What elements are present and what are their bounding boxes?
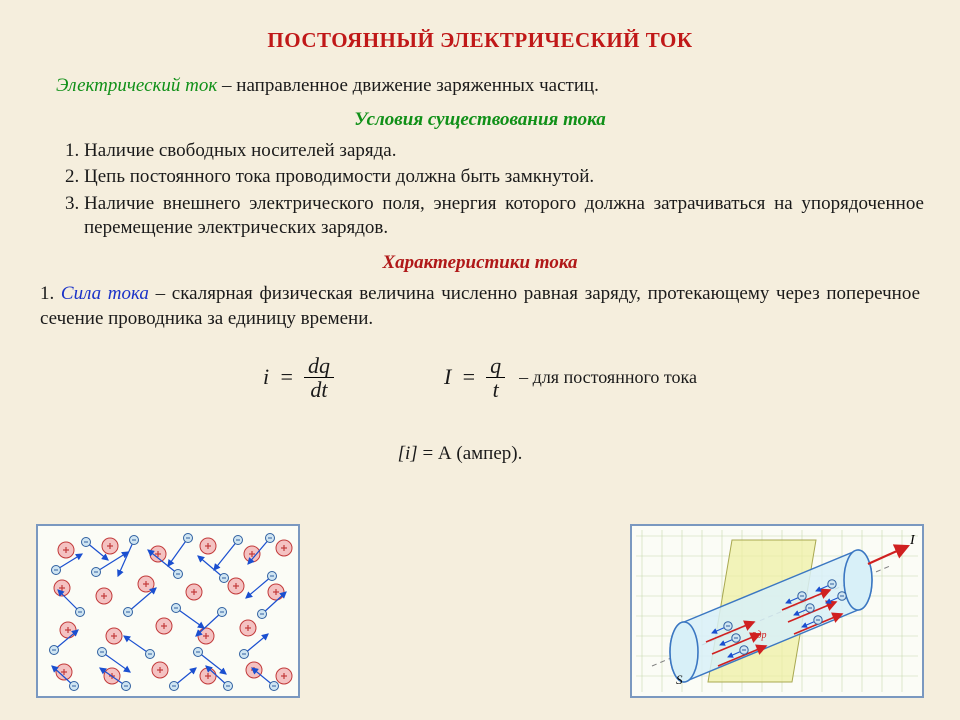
conditions-heading: Условия существования тока — [36, 109, 924, 131]
formula-2-wrap: I = q t – для постоянного тока — [444, 354, 697, 401]
char1-rest: – скалярная физическая величина численно… — [40, 283, 920, 329]
conditions-list: Наличие свободных носителей заряда. Цепь… — [56, 139, 924, 240]
f1-frac: dq dt — [304, 354, 334, 401]
f1-eq: = — [279, 364, 294, 390]
f2-lhs: I — [444, 364, 451, 390]
characteristic-1: 1. Сила тока – скалярная физическая вели… — [40, 282, 920, 331]
condition-item: Наличие внешнего электрического поля, эн… — [84, 192, 924, 241]
formula-1: i = dq dt — [263, 354, 334, 401]
formula-2: I = q t — [444, 354, 505, 401]
page-title: ПОСТОЯННЫЙ ЭЛЕКТРИЧЕСКИЙ ТОК — [36, 28, 924, 53]
f2-note: – для постоянного тока — [519, 367, 697, 388]
svg-text:v̄др: v̄др — [752, 630, 767, 641]
condition-item: Наличие свободных носителей заряда. — [84, 139, 924, 163]
definition-rest: – направленное движение заряженных части… — [217, 75, 599, 96]
definition-line: Электрический ток – направленное движени… — [56, 75, 924, 97]
f1-bot: dt — [306, 378, 331, 401]
f1-top: dq — [304, 354, 334, 378]
char1-term: Сила тока — [61, 283, 149, 304]
f2-top: q — [486, 354, 505, 378]
f2-eq: = — [461, 364, 476, 390]
svg-text:S: S — [676, 672, 683, 687]
f1-lhs: i — [263, 364, 269, 390]
f2-frac: q t — [486, 354, 505, 401]
bottom-figures: v̄др I S — [36, 524, 924, 698]
unit-eq: = — [418, 443, 438, 464]
unit-rhs: А (ампер). — [438, 443, 522, 464]
unit-lhs: [i] — [398, 443, 418, 464]
characteristics-heading: Характеристики тока — [36, 252, 924, 274]
formulas-row: i = dq dt I = q t – для постоянного тока — [36, 354, 924, 401]
char1-num: 1. — [40, 283, 61, 304]
f2-bot: t — [489, 378, 503, 401]
figure-drift-cylinder: v̄др I S — [630, 524, 924, 698]
unit-row: [i] = А (ампер). — [0, 443, 924, 465]
svg-text:I: I — [909, 533, 916, 548]
condition-item: Цепь постоянного тока проводимости должн… — [84, 165, 924, 189]
definition-term: Электрический ток — [56, 75, 217, 96]
figure-random-motion — [36, 524, 300, 698]
